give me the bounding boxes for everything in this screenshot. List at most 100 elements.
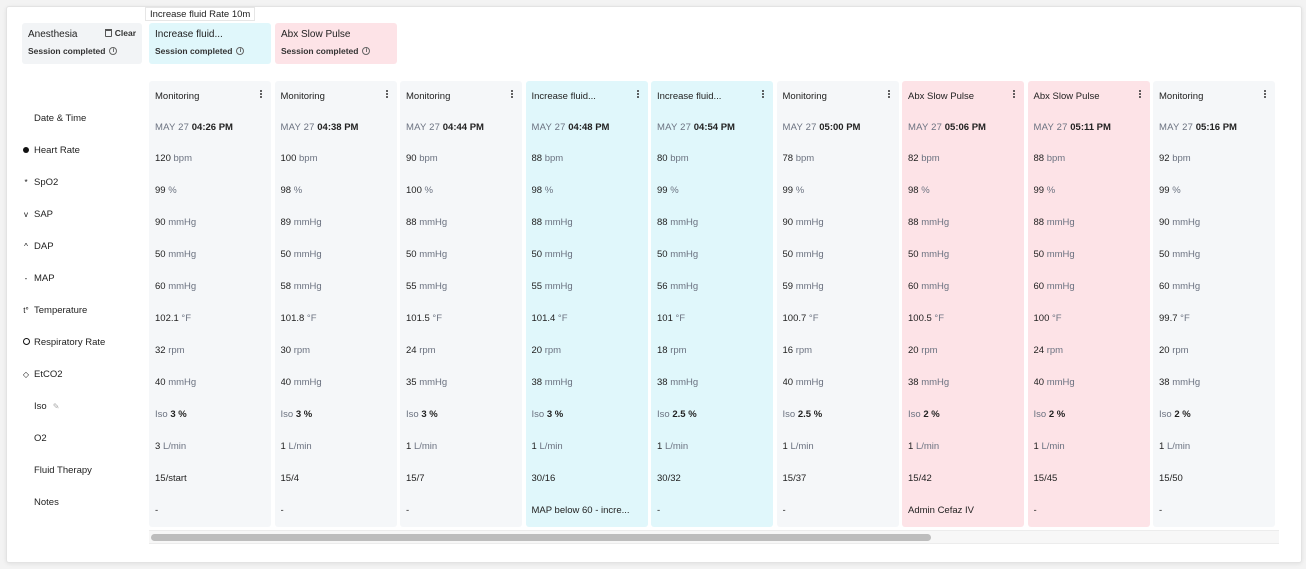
- map-cell: 56 mmHg: [657, 281, 767, 292]
- unit: bpm: [670, 153, 689, 164]
- more-vertical-icon[interactable]: [636, 90, 639, 101]
- o2-cell: 1 L/min: [657, 441, 767, 452]
- fluid-therapy-cell: 15/45: [1033, 473, 1058, 484]
- more-vertical-icon[interactable]: [260, 90, 262, 101]
- unit: bpm: [1046, 153, 1066, 164]
- datetime-cell: MAY 27 05:11 PM: [1034, 122, 1144, 133]
- unit: °F: [808, 313, 819, 324]
- label-text: Temperature: [34, 304, 88, 316]
- datetime-cell: MAY 27 04:38 PM: [281, 122, 391, 133]
- temperature-cell: 100.7 °F: [783, 313, 893, 324]
- value: 90: [406, 153, 417, 164]
- more-vertical-icon[interactable]: [1013, 90, 1015, 101]
- notes-cell: -: [406, 505, 410, 516]
- iso-cell: Iso 2 %: [908, 409, 1018, 420]
- value: 82: [908, 153, 919, 164]
- iso-unit: %: [303, 409, 313, 420]
- unit: mmHg: [293, 249, 322, 260]
- session-card-anesthesia[interactable]: Anesthesia Clear Session completed i: [22, 23, 142, 64]
- column-title: Abx Slow Pulse: [1033, 91, 1100, 102]
- info-icon[interactable]: i: [362, 47, 371, 55]
- monitoring-column[interactable]: Monitoring MAY 27 05:16 PM 92 bpm 99 % 90 mm…: [1153, 81, 1275, 527]
- unit: %: [168, 185, 177, 196]
- o2-cell: 1 L/min: [1034, 441, 1144, 452]
- monitoring-column[interactable]: Monitoring MAY 27 05:00 PM 78 bpm 99 % 90 mm…: [776, 81, 899, 527]
- unit: bpm: [1172, 153, 1191, 164]
- label-text: Date & Time: [34, 112, 87, 124]
- chevron-up-icon: ^: [24, 241, 28, 251]
- info-icon[interactable]: i: [109, 47, 118, 55]
- value: 60: [908, 281, 919, 292]
- more-vertical-icon[interactable]: [762, 90, 764, 101]
- label-map: - MAP: [21, 271, 55, 285]
- etco2-cell: 40 mmHg: [783, 377, 893, 388]
- unit: mmHg: [544, 281, 573, 292]
- unit: mmHg: [670, 377, 699, 388]
- info-icon[interactable]: i: [236, 47, 245, 55]
- iso-unit: %: [931, 409, 940, 420]
- horizontal-scrollbar[interactable]: [149, 530, 1279, 544]
- more-vertical-icon[interactable]: [511, 90, 513, 101]
- spo2-cell: 98 %: [281, 185, 391, 196]
- diamond-icon: ◇: [22, 369, 30, 379]
- more-vertical-icon[interactable]: [385, 90, 388, 101]
- temperature-cell: 101.4 °F: [532, 313, 642, 324]
- column-title: Increase fluid...: [531, 91, 596, 102]
- label-text: Heart Rate: [34, 144, 80, 156]
- unit: °F: [432, 313, 443, 324]
- monitoring-column[interactable]: Monitoring MAY 27 04:44 PM 90 bpm 100 % 88 m…: [400, 81, 522, 527]
- edit-icon[interactable]: ✎: [52, 401, 60, 411]
- o2-cell: 1 L/min: [783, 441, 893, 452]
- clear-button[interactable]: Clear: [104, 28, 136, 38]
- monitoring-column[interactable]: Monitoring MAY 27 04:38 PM 100 bpm 98 % 89 m…: [274, 81, 397, 527]
- session-card-increase-fluid[interactable]: Increase fluid... Session completed i: [149, 23, 271, 64]
- spo2-cell: 99 %: [155, 185, 265, 196]
- respiratory-rate-cell: 32 rpm: [155, 345, 265, 356]
- monitoring-column[interactable]: Increase fluid... MAY 27 04:54 PM 80 bpm 99…: [651, 81, 773, 527]
- iso-unit: %: [813, 409, 823, 420]
- respiratory-rate-cell: 20 rpm: [532, 345, 642, 356]
- unit: mmHg: [293, 217, 322, 228]
- label-iso: Iso ✎: [21, 399, 59, 413]
- unit: mmHg: [544, 377, 573, 388]
- monitoring-column[interactable]: Increase fluid... MAY 27 04:48 PM 88 bpm 98…: [525, 81, 648, 527]
- unit: L/min: [1041, 441, 1065, 452]
- monitoring-column[interactable]: Abx Slow Pulse MAY 27 05:06 PM 82 bpm 98 % 8…: [902, 81, 1024, 527]
- value: 78: [782, 153, 794, 164]
- value: 50: [908, 249, 919, 260]
- more-vertical-icon[interactable]: [887, 90, 890, 101]
- scrollbar-thumb[interactable]: [151, 534, 931, 541]
- notes-cell: -: [1159, 505, 1163, 516]
- session-name: Increase fluid...: [155, 29, 223, 40]
- label-etco2: ◇ EtCO2: [21, 367, 63, 381]
- value: 1: [531, 441, 537, 452]
- dap-cell: 50 mmHg: [281, 249, 391, 260]
- monitoring-column[interactable]: Abx Slow Pulse MAY 27 05:11 PM 88 bpm 99 % 8…: [1027, 81, 1150, 527]
- iso-value: 3: [546, 409, 553, 420]
- date-text: MAY 27: [531, 122, 566, 133]
- unit: mmHg: [419, 377, 448, 388]
- column-title: Monitoring: [155, 91, 200, 102]
- more-vertical-icon[interactable]: [1264, 90, 1266, 101]
- column-title: Increase fluid...: [657, 91, 722, 102]
- date-text: MAY 27: [280, 122, 315, 133]
- unit: °F: [1052, 313, 1062, 324]
- more-vertical-icon[interactable]: [1138, 90, 1141, 101]
- value: 99: [657, 185, 668, 196]
- etco2-cell: 40 mmHg: [1034, 377, 1144, 388]
- unit: °F: [306, 313, 317, 324]
- time-text: 05:16 PM: [1195, 122, 1237, 133]
- map-cell: 60 mmHg: [155, 281, 265, 292]
- date-text: MAY 27: [908, 122, 943, 133]
- spo2-cell: 99 %: [1159, 185, 1269, 196]
- monitoring-column[interactable]: Monitoring MAY 27 04:26 PM 120 bpm 99 % 90 m…: [149, 81, 271, 527]
- respiratory-rate-cell: 30 rpm: [281, 345, 391, 356]
- fluid-therapy-cell: 30/16: [531, 473, 556, 484]
- label-text: O2: [34, 432, 47, 444]
- temperature-cell: 100 °F: [1034, 313, 1144, 324]
- unit: rpm: [921, 345, 938, 356]
- value: 55: [406, 281, 417, 292]
- session-card-abx-slow-pulse[interactable]: Abx Slow Pulse Session completed i: [275, 23, 397, 64]
- heart-rate-cell: 100 bpm: [281, 153, 391, 164]
- value: 40: [155, 377, 166, 388]
